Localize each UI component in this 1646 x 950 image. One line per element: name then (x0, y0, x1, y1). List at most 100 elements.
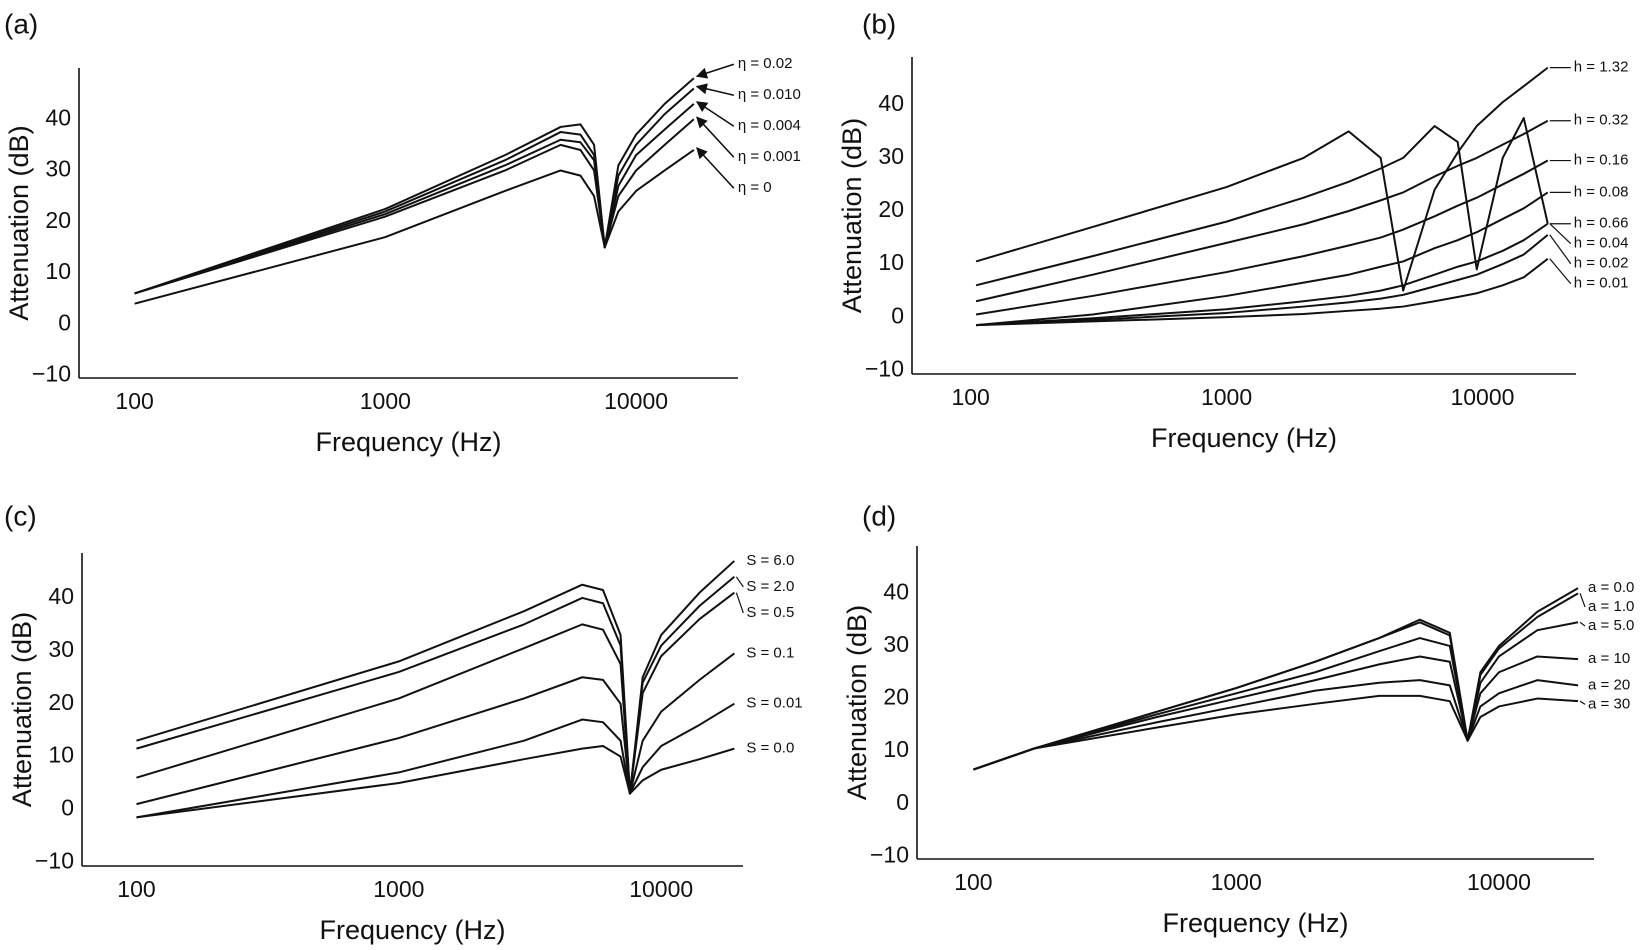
label-arrow (696, 116, 735, 158)
series-line (134, 118, 695, 295)
y-tick-label: −10 (870, 841, 909, 867)
series-line (136, 560, 736, 795)
x-tick-label: 100 (951, 384, 989, 410)
y-axis-title: Attenuation (dB) (842, 605, 872, 800)
x-tick-label: 1000 (360, 388, 411, 414)
label-leader (1579, 593, 1586, 608)
label-leader (1549, 223, 1572, 245)
x-tick-label: 10000 (629, 876, 693, 902)
series-line (136, 744, 735, 819)
x-tick-label: 100 (115, 388, 153, 414)
series-label: h = 0.16 (1574, 152, 1629, 169)
x-tick-label: 1000 (1211, 869, 1262, 895)
series-line (134, 149, 695, 305)
panel-1: (b) −10 0 10 20 30 40 100 1000 10000 Frequency (Hz… (837, 8, 1628, 453)
label-leader (735, 592, 744, 614)
y-tick-label: 10 (45, 258, 71, 284)
panel-label: (b) (862, 8, 896, 39)
label-leader (1579, 621, 1586, 627)
series-line (976, 222, 1549, 327)
label-arrow (695, 101, 735, 127)
x-tick-label: 100 (954, 869, 992, 895)
series-line (976, 257, 1549, 327)
y-tick-label: 20 (45, 207, 71, 233)
series-label: a = 5.0 (1588, 617, 1634, 634)
y-tick-label: −10 (35, 847, 74, 873)
series-label: a = 1.0 (1588, 598, 1634, 615)
series-line (134, 77, 695, 295)
series-line (973, 655, 1579, 771)
label-leader (1549, 234, 1572, 265)
y-tick-label: 10 (878, 249, 904, 275)
series-label: h = 0.32 (1574, 112, 1629, 129)
y-axis-title: Attenuation (dB) (4, 125, 34, 320)
series-line (975, 191, 1549, 327)
y-tick-label: 40 (48, 583, 74, 609)
y-axis-title: Attenuation (dB) (7, 612, 37, 807)
series-label: h = 1.32 (1574, 59, 1629, 76)
panel-label: (d) (862, 500, 896, 531)
series-line (973, 694, 1579, 771)
y-tick-label: 10 (48, 742, 74, 768)
x-tick-label: 10000 (604, 388, 668, 414)
y-tick-label: 20 (878, 196, 904, 222)
y-tick-label: 40 (878, 90, 904, 116)
series-label: S = 2.0 (746, 578, 794, 595)
label-leader (1579, 700, 1586, 705)
series-label: h = 0.01 (1574, 275, 1629, 292)
y-tick-label: 30 (883, 631, 909, 657)
y-tick-label: 0 (61, 795, 74, 821)
label-leader (735, 576, 744, 588)
series-label: a = 20 (1588, 676, 1630, 693)
series-line (973, 621, 1579, 771)
series-line (975, 66, 1549, 292)
series-label: S = 0.01 (746, 695, 802, 712)
series-line (973, 679, 1579, 771)
panel-label: (a) (4, 8, 38, 39)
series-label: h = 0.02 (1574, 255, 1629, 272)
series-line (136, 591, 735, 795)
x-tick-label: 1000 (373, 876, 424, 902)
x-tick-label: 1000 (1201, 384, 1252, 410)
panel-0: (a) −10 0 10 20 30 40 100 1000 10000 Frequency (Hz… (4, 8, 801, 457)
series-label: S = 6.0 (746, 552, 794, 569)
y-tick-label: 30 (48, 636, 74, 662)
series-label: S = 0.5 (746, 604, 794, 621)
x-axis-title: Frequency (Hz) (319, 915, 505, 945)
y-tick-label: 0 (891, 302, 904, 328)
series-label: a = 30 (1588, 695, 1630, 712)
series-label: η = 0 (738, 179, 772, 196)
y-tick-label: 0 (58, 309, 71, 335)
label-arrow (695, 63, 735, 79)
x-tick-label: 100 (117, 876, 155, 902)
x-tick-label: 10000 (1467, 869, 1531, 895)
y-tick-label: 30 (45, 156, 71, 182)
series-line (136, 652, 735, 806)
series-label: h = 0.66 (1574, 215, 1629, 232)
x-axis-title: Frequency (Hz) (315, 427, 501, 457)
x-tick-label: 10000 (1450, 384, 1514, 410)
series-label: S = 0.1 (746, 644, 794, 661)
series-label: a = 10 (1588, 650, 1630, 667)
label-arrow (695, 83, 735, 97)
y-tick-label: 20 (883, 684, 909, 710)
series-line (975, 117, 1549, 287)
series-line (136, 576, 735, 795)
series-label: η = 0.010 (738, 86, 801, 103)
series-line (976, 234, 1549, 327)
label-leader (1549, 258, 1572, 285)
label-arrow (696, 147, 735, 189)
series-line (973, 592, 1579, 771)
series-line (134, 103, 695, 295)
series-line (134, 87, 695, 295)
y-tick-label: −10 (32, 361, 71, 387)
y-tick-label: 10 (883, 736, 909, 762)
x-axis-title: Frequency (Hz) (1162, 908, 1348, 938)
panel-3: (d) −10 0 10 20 30 40 100 1000 10000 Frequency (Hz… (842, 500, 1634, 938)
panel-2: (c) −10 0 10 20 30 40 100 1000 10000 Frequency (Hz… (4, 500, 803, 945)
y-tick-label: 0 (896, 789, 909, 815)
y-tick-label: 30 (878, 143, 904, 169)
series-label: a = 0.0 (1588, 579, 1634, 596)
